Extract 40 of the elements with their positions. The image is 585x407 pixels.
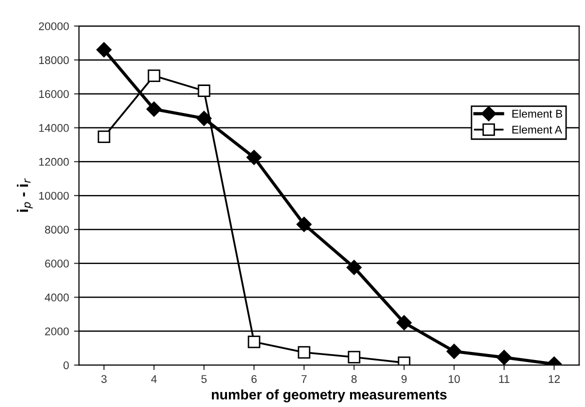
point xyxy=(496,350,512,366)
x-tick-label: 5 xyxy=(201,375,207,383)
y-tick-label: 0 xyxy=(64,361,69,370)
point xyxy=(446,344,462,359)
y-tick-label: 10000 xyxy=(39,192,69,200)
y-tick-label: 14000 xyxy=(39,124,69,132)
y-axis-title: i$_{p}$ - i$_{r}$ xyxy=(16,178,33,212)
y-tick-label: 4000 xyxy=(44,294,69,302)
point xyxy=(346,260,362,276)
point xyxy=(348,350,360,364)
y-tick-label: 8000 xyxy=(45,226,69,234)
point xyxy=(196,110,212,126)
x-tick-label: 7 xyxy=(302,375,307,383)
point xyxy=(248,336,260,348)
x-tick-label: 10 xyxy=(448,375,460,383)
legend-label: Element B xyxy=(512,110,562,118)
y-tick-label: 12000 xyxy=(39,158,69,166)
y-tick-label: 16000 xyxy=(39,90,69,98)
point xyxy=(98,130,110,143)
point xyxy=(198,84,210,98)
y-tick-label: 18000 xyxy=(39,56,69,64)
y-tick-label: 2000 xyxy=(45,327,69,336)
point xyxy=(298,346,310,359)
point xyxy=(148,69,160,82)
x-tick-label: 6 xyxy=(252,375,257,383)
y-tick-label: 6000 xyxy=(45,260,69,268)
point xyxy=(396,315,412,330)
point xyxy=(96,42,112,58)
point xyxy=(246,150,262,165)
x-tick-label: 12 xyxy=(548,375,560,383)
y-tick-label: 20000 xyxy=(38,22,69,30)
point xyxy=(146,102,162,117)
x-tick-label: 3 xyxy=(101,375,107,383)
x-tick-label: 4 xyxy=(151,375,157,383)
point xyxy=(296,216,312,232)
x-tick-label: 8 xyxy=(351,375,357,383)
x-tick-label: 9 xyxy=(402,375,407,383)
x-tick-label: 11 xyxy=(499,375,510,383)
legend-label: Element A xyxy=(512,125,562,134)
x-axis-title: number of geometry measurements xyxy=(212,389,447,402)
